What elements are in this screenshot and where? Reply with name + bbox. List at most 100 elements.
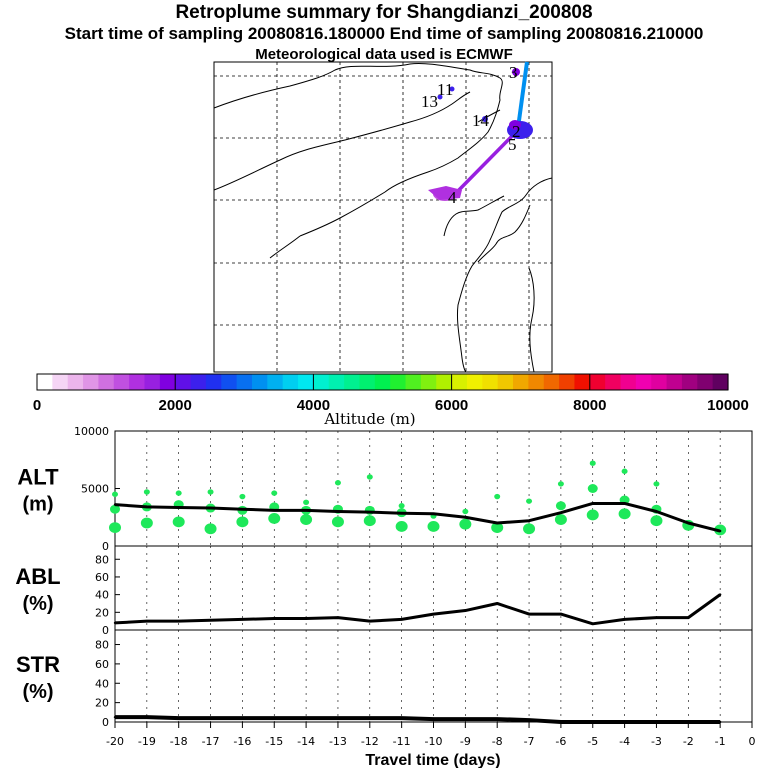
colorbar-swatch [144,374,161,390]
series-line-alt [114,501,721,533]
data-point [400,618,403,621]
data-point [304,716,308,720]
x-tick-label: -13 [329,735,347,748]
plume-point-day14 [482,116,488,122]
altitude-cloud-point [554,514,567,525]
colorbar-swatch [697,374,714,390]
altitude-cloud-point [398,503,405,509]
altitude-cloud-point [268,513,281,524]
altitude-cloud-point [172,516,185,528]
y-tick-label: 0 [102,716,109,729]
colorbar-swatch [298,374,314,390]
data-point [336,716,340,720]
panel-unit: (m) [22,494,53,516]
altitude-cloud-point [239,493,246,500]
x-tick-label: -5 [587,735,598,748]
colorbar-label: Altitude (m) [323,410,415,428]
colorbar-swatch [574,374,591,390]
data-point [718,529,722,533]
y-tick-label: 60 [95,658,109,671]
colorbar-swatch [681,374,698,390]
data-point [113,621,117,625]
colorbar-swatch [605,374,622,390]
data-point [527,718,531,722]
data-point [145,505,149,509]
colorbar-swatch [251,374,268,390]
x-tick-label: -8 [492,735,503,748]
x-tick-label: -17 [202,735,220,748]
day-label-11: 11 [437,80,453,99]
altitude-cloud-point [459,518,472,530]
colorbar-swatch [390,374,407,390]
altitude-cloud-point [395,521,408,532]
x-tick-label: -15 [265,735,283,748]
altitude-cloud-point [143,489,150,495]
data-point [559,511,563,514]
data-point [177,716,180,720]
colorbar-swatches [37,374,729,390]
colorbar-swatch [666,374,683,390]
data-point [527,612,531,616]
colorbar-swatch [620,374,637,390]
x-tick-label: -7 [524,735,535,748]
colorbar-swatch [359,374,376,390]
altitude-cloud-point [650,515,663,527]
altitude-cloud-point [494,493,501,500]
altitude-cloud-point [555,501,566,511]
trajectory-segment-low [453,128,520,196]
x-tick-label: -18 [170,735,188,748]
sampling-time-subtitle: Start time of sampling 20080816.180000 E… [64,24,704,43]
colorbar-tick-label: 6000 [435,397,468,414]
colorbar-swatch [543,374,560,390]
altitude-cloud-point [109,522,121,533]
data-point [273,509,276,512]
colorbar-swatch [113,374,130,390]
altitude-cloud-point [491,522,504,533]
data-point [336,510,340,513]
x-tick-label: -4 [619,735,630,748]
series-line-abl [114,593,722,626]
colorbar-swatch [267,374,284,390]
altitude-cloud-point [303,499,310,505]
data-point [464,717,467,721]
colorbar-swatch [466,374,483,390]
altitude-cloud-point [586,509,599,521]
data-point [304,509,308,512]
y-tick-label: 80 [95,639,109,652]
data-point [527,519,531,522]
x-tick-label: -19 [138,735,156,748]
colorbar-swatch [98,374,115,390]
x-tick-label: -6 [555,735,566,748]
data-point [400,512,403,515]
altitude-cloud-point [589,460,596,466]
colorbar-swatch [344,374,361,390]
colorbar-tick-label: 4000 [297,397,330,414]
x-tick-label: -1 [715,735,726,748]
map-borders [213,63,553,373]
plume-trajectory [428,61,533,201]
altitude-colorbar: 0 2000 4000 6000 8000 10000 Altitude (m) [33,373,749,428]
data-point [687,521,690,525]
colorbar-swatch [190,374,207,390]
colorbar-swatch [236,374,253,390]
altitude-cloud-point [366,474,373,480]
y-tick-label: 20 [95,697,109,710]
data-point [655,510,658,513]
met-data-subtitle: Meteorological data used is ECMWF [255,46,513,63]
data-point [368,716,371,720]
x-axis: -20 -19 -18 -17 -16 -15 -14 -13 -12 -11 -10 -9 -8 -7-… [106,722,756,768]
colorbar-swatch [635,374,652,390]
plume-point-day11 [449,86,455,92]
colorbar-swatch [328,374,345,390]
altitude-cloud-point [653,481,660,487]
altitude-cloud-point [557,481,564,487]
y-tick-label: 20 [95,606,109,619]
altitude-cloud-point [271,490,278,496]
data-point [177,619,180,623]
colorbar-swatch [37,374,53,390]
panel-label: STR [16,652,60,677]
colorbar-swatch [159,374,176,390]
x-tick-label: -16 [233,735,251,748]
colorbar-swatch [374,374,391,390]
colorbar-swatch [405,374,422,390]
